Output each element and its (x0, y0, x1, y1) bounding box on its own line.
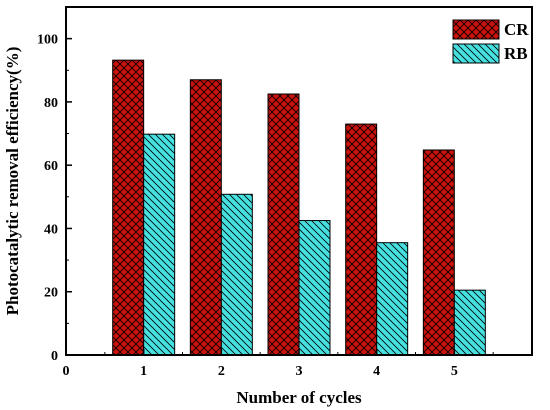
x-axis: 0 1 2 3 4 5 (63, 349, 494, 379)
y-axis: 0 20 40 60 80 100 (37, 33, 72, 364)
y-tick-label: 40 (44, 222, 58, 237)
bar-cr-cycle-5 (422, 149, 455, 356)
y-tick-label: 100 (37, 33, 58, 48)
x-tick-label: 5 (451, 364, 458, 379)
y-tick-label: 20 (44, 286, 58, 301)
x-tick-label: 0 (63, 364, 70, 379)
bar-cr-cycle-3 (267, 93, 300, 356)
bar-rb-cycle-5 (453, 289, 486, 356)
bar-rb-cycle-4 (376, 242, 409, 356)
x-tick-label: 3 (296, 364, 303, 379)
plot-area (112, 59, 486, 356)
bar-cr-cycle-2 (189, 79, 222, 356)
bar-cr-cycle-4 (345, 123, 378, 356)
bar-cr-cycle-1 (112, 59, 145, 356)
x-tick-label: 1 (140, 364, 147, 379)
legend-swatch-rb (452, 43, 500, 64)
x-tick-label: 2 (218, 364, 225, 379)
x-tick-label: 4 (373, 364, 380, 379)
y-tick-label: 60 (44, 159, 58, 174)
y-tick-label: 0 (51, 349, 58, 364)
legend: CR RB (452, 19, 529, 64)
legend-label-rb: RB (504, 44, 528, 63)
legend-label-cr: CR (504, 20, 529, 39)
bar-rb-cycle-1 (143, 133, 176, 356)
bar-rb-cycle-3 (298, 220, 331, 356)
legend-swatch-cr (452, 19, 500, 40)
bar-rb-cycle-2 (220, 193, 253, 356)
y-tick-label: 80 (44, 96, 58, 111)
y-axis-label: Photocatalytic removal efficiency(%) (3, 47, 22, 316)
x-axis-label: Number of cycles (236, 388, 362, 407)
